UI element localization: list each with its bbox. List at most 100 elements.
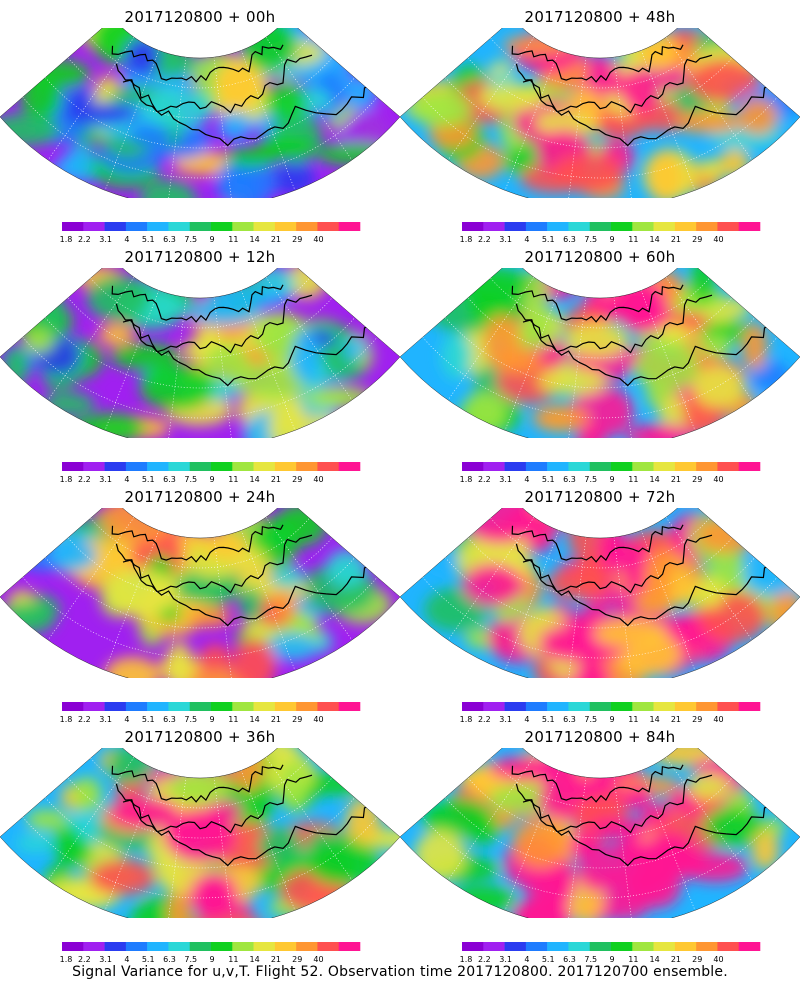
field-blob — [450, 885, 516, 914]
colorbar: 1.8 2.2 3.1 4 5.1 6.3 7.5 9 11 14 21 29 40 — [460, 462, 761, 484]
coastline — [515, 534, 713, 594]
colorbar-swatch — [483, 942, 505, 951]
coastline — [111, 284, 284, 323]
colorbar-swatch — [317, 702, 340, 711]
colorbar-tick-label: 5.1 — [542, 955, 555, 964]
field-blob — [634, 340, 700, 393]
field-blob — [512, 894, 572, 918]
coastline — [115, 774, 313, 834]
field-blob — [650, 748, 719, 767]
colorbar-swatch — [696, 702, 718, 711]
coastline — [122, 799, 374, 867]
colorbar-swatch — [253, 462, 276, 471]
field-blob — [218, 111, 252, 141]
colorbar-tick-label: 2.2 — [478, 235, 491, 244]
colorbar-swatch — [525, 702, 548, 711]
colorbar-tick-label: 3.1 — [99, 955, 112, 964]
graticule-latitude — [67, 57, 333, 119]
colorbar-tick-label: 40 — [713, 235, 723, 244]
colorbar-swatch — [462, 702, 484, 711]
panel-84h: 2017120800 + 84h 1.8 2.2 3.1 4 5.1 6.3 7.5 9 11 1… — [400, 720, 800, 965]
panel-title: 2017120800 + 36h — [124, 728, 276, 746]
colorbar-tick-label: 1.8 — [60, 955, 73, 964]
field-blob — [483, 314, 522, 369]
field-blob — [64, 144, 95, 178]
coastline — [111, 44, 284, 83]
colorbar-swatch — [483, 222, 505, 231]
variance-field — [0, 268, 400, 438]
field-blob — [168, 771, 232, 806]
field-blob — [108, 797, 181, 829]
graticule-longitude — [167, 297, 187, 438]
colorbar-swatch — [338, 462, 361, 471]
colorbar-swatch — [589, 702, 612, 711]
field-blob — [456, 268, 531, 302]
colorbar-swatch — [547, 222, 569, 231]
field-blob — [700, 334, 733, 358]
colorbar-tick-label: 21 — [271, 715, 281, 724]
graticule-longitude — [665, 37, 753, 161]
colorbar-swatch — [483, 462, 505, 471]
colorbar-tick-label: 21 — [671, 235, 681, 244]
colorbar-tick-label: 7.5 — [584, 955, 597, 964]
field-blob — [538, 624, 609, 663]
colorbar-tick-label: 14 — [250, 955, 260, 964]
colorbar-swatch — [632, 942, 654, 951]
colorbar-swatch — [125, 222, 148, 231]
panel-title: 2017120800 + 24h — [124, 488, 276, 506]
colorbar-swatch — [296, 462, 318, 471]
coastline — [511, 524, 684, 563]
map-outline — [0, 748, 400, 918]
graticule-latitude — [490, 277, 710, 329]
colorbar-tick-label: 9 — [610, 955, 615, 964]
colorbar-swatch — [296, 222, 318, 231]
graticule-longitude — [104, 50, 160, 191]
colorbar: 1.8 2.2 3.1 4 5.1 6.3 7.5 9 11 14 21 29 40 — [460, 702, 761, 724]
colorbar: 1.8 2.2 3.1 4 5.1 6.3 7.5 9 11 14 21 29 40 — [60, 462, 361, 484]
colorbar-tick-label: 29 — [692, 235, 702, 244]
graticule-latitude — [90, 517, 310, 569]
colorbar-swatch — [717, 702, 740, 711]
panel-title: 2017120800 + 48h — [524, 8, 676, 26]
colorbar-swatch — [147, 222, 169, 231]
colorbar-tick-label: 21 — [671, 955, 681, 964]
colorbar-swatch — [547, 462, 569, 471]
colorbar-tick-label: 2.2 — [78, 475, 91, 484]
colorbar-tick-label: 14 — [250, 715, 260, 724]
panel-36h: 2017120800 + 36h 1.8 2.2 3.1 4 5.1 6.3 7.5 9 11 1… — [0, 720, 400, 965]
field-blob — [601, 870, 669, 902]
colorbar-swatch — [674, 222, 697, 231]
colorbar-swatch — [462, 462, 484, 471]
colorbar-tick-label: 11 — [628, 955, 638, 964]
variance-field — [400, 508, 800, 678]
colorbar: 1.8 2.2 3.1 4 5.1 6.3 7.5 9 11 14 21 29 40 — [60, 222, 361, 244]
graticule-latitude — [67, 777, 333, 839]
field-blob — [71, 776, 103, 812]
colorbar-tick-label: 14 — [650, 235, 660, 244]
graticule-longitude — [47, 277, 135, 401]
graticule-longitude — [504, 290, 560, 431]
variance-field — [0, 508, 400, 678]
field-blob — [627, 784, 653, 811]
coastline — [115, 54, 313, 114]
coastline — [115, 534, 313, 594]
colorbar-swatch — [674, 702, 697, 711]
field-blob — [42, 392, 95, 416]
graticule-longitude — [640, 770, 696, 911]
field-blob — [236, 361, 310, 400]
field-blob — [89, 859, 157, 896]
field-blob — [737, 98, 779, 135]
graticule-longitude — [265, 517, 353, 641]
field-blob — [503, 35, 574, 55]
colorbar-tick-label: 11 — [628, 715, 638, 724]
colorbar-swatch — [147, 942, 169, 951]
colorbar-swatch — [568, 942, 591, 951]
colorbar-swatch — [338, 702, 361, 711]
colorbar-tick-label: 3.1 — [499, 715, 512, 724]
field-blob — [606, 279, 667, 324]
field-blob — [696, 576, 726, 609]
colorbar-tick-label: 2.2 — [478, 715, 491, 724]
field-blob — [325, 549, 368, 588]
panel-24h: 2017120800 + 24h 1.8 2.2 3.1 4 5.1 6.3 7.5 9 11 1… — [0, 480, 400, 725]
graticule-longitude — [47, 757, 135, 881]
